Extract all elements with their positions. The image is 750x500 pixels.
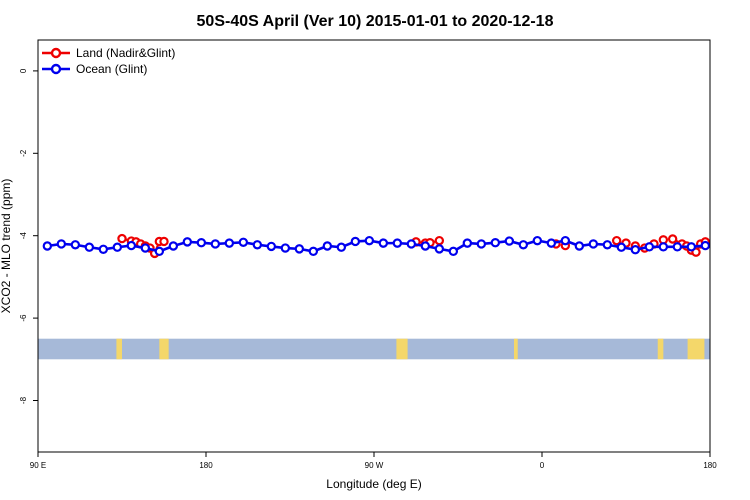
ocean-point (462, 238, 473, 248)
legend-marker (50, 47, 62, 59)
x-tick-label: 90 W (365, 461, 384, 470)
ocean-point (574, 241, 585, 251)
ocean-point (532, 235, 543, 246)
ocean-point (98, 244, 109, 254)
land-point (117, 233, 127, 244)
ocean-point (420, 241, 431, 251)
ocean-point (126, 240, 137, 251)
ocean-point (154, 246, 165, 257)
land-point (667, 234, 678, 244)
land-mask-patch (657, 338, 664, 360)
ocean-point (238, 237, 249, 247)
ocean-point (182, 237, 193, 247)
ocean-point (252, 240, 263, 250)
ocean-point (56, 239, 67, 249)
land-mask-patch (159, 338, 169, 360)
ocean-point (504, 236, 515, 246)
ocean-point (672, 242, 683, 252)
ocean-point (476, 239, 487, 249)
ocean-point (84, 242, 95, 252)
y-tick-label: -4 (19, 232, 28, 240)
land-point (434, 235, 445, 246)
ocean-point (378, 238, 389, 248)
y-tick-label: 0 (19, 68, 28, 73)
series-ocean (42, 235, 711, 257)
y-tick-label: -8 (19, 396, 28, 404)
x-axis-label: Longitude (deg E) (326, 477, 421, 491)
ocean-point (434, 244, 445, 254)
ocean-point (350, 236, 361, 247)
y-axis-label: XCO2 - MLO trend (ppm) (0, 179, 13, 314)
y-tick-label: -2 (19, 149, 28, 157)
ocean-mask-band (38, 338, 710, 360)
ocean-point (140, 243, 151, 253)
x-tick-label: 180 (703, 461, 717, 470)
ocean-point (644, 242, 655, 252)
ocean-point (42, 241, 53, 251)
land-point (159, 236, 169, 247)
ocean-point (700, 240, 711, 251)
ocean-point (294, 244, 305, 254)
legend-item-land: Land (Nadir&Glint) (42, 46, 175, 60)
land-mask-patch (116, 338, 122, 360)
x-axis: 90 E 180 90 W 0 180 (30, 452, 717, 470)
land-mask-patch (396, 338, 408, 360)
land-point (611, 235, 622, 246)
land-mask-patch (687, 338, 705, 360)
x-tick-label: 90 E (30, 461, 46, 470)
ocean-point (588, 239, 599, 249)
ocean-point (308, 246, 319, 257)
plot-area (38, 233, 711, 360)
land-mask-patch (514, 338, 518, 360)
ocean-point (392, 238, 403, 248)
ocean-point (322, 241, 333, 251)
ocean-point (546, 238, 557, 248)
legend-marker (50, 63, 62, 75)
y-axis: 0 -2 -4 -6 -8 (19, 68, 38, 404)
ocean-point (658, 242, 669, 252)
ocean-point (266, 241, 277, 252)
ocean-point (336, 242, 347, 252)
ocean-point (112, 242, 123, 252)
legend-item-ocean: Ocean (Glint) (42, 62, 147, 76)
ocean-point (70, 240, 81, 250)
chart-title: 50S-40S April (Ver 10) 2015-01-01 to 202… (197, 13, 554, 30)
ocean-point (224, 238, 235, 248)
legend-label: Land (Nadir&Glint) (76, 46, 175, 60)
x-tick-label: 180 (199, 461, 213, 470)
ocean-point (560, 235, 571, 246)
ocean-point (406, 239, 417, 249)
ocean-point (210, 239, 221, 249)
ocean-point (448, 246, 459, 257)
ocean-point (602, 240, 613, 250)
ocean-point (196, 238, 207, 248)
legend-label: Ocean (Glint) (76, 62, 147, 76)
legend: Land (Nadir&Glint) Ocean (Glint) (42, 46, 175, 76)
x-tick-label: 0 (540, 461, 545, 470)
ocean-point (630, 245, 641, 255)
ocean-point (616, 242, 627, 252)
ocean-point (280, 243, 291, 253)
y-tick-label: -6 (19, 314, 28, 322)
ocean-point (686, 242, 697, 252)
ocean-point (364, 235, 375, 246)
ocean-point (490, 238, 501, 248)
ocean-point (168, 241, 179, 251)
ocean-point (518, 240, 529, 250)
